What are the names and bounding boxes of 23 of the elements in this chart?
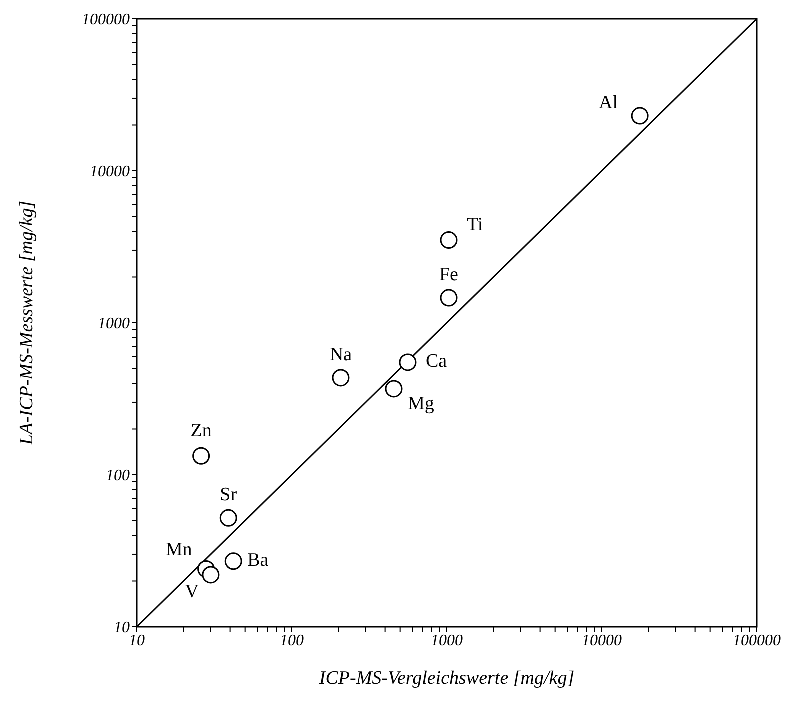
x-tick-label: 100: [280, 632, 304, 650]
y-tick-label: 1000: [98, 316, 130, 333]
annotation: Fe: [439, 264, 458, 286]
x-tick-label: 10: [129, 632, 145, 650]
x-tick-label: 10000: [582, 632, 622, 650]
x-tick-label: 1000: [431, 632, 463, 650]
annotation: Ba: [248, 550, 270, 571]
annotation: Mn: [166, 540, 193, 561]
annotation: Ti: [466, 214, 484, 236]
annotation: Ca: [426, 350, 448, 372]
annotation: V: [185, 581, 200, 602]
y-tick-label: 100: [106, 468, 130, 485]
y-axis-title: LA-ICP-MS-Messwerte [mg/kg]: [16, 200, 38, 446]
x-axis-title: ICP-MS-Vergleichswerte [mg/kg]: [318, 668, 575, 689]
annotation: Al: [599, 92, 618, 114]
x-tick-label: 100000: [733, 632, 781, 650]
y-tick-label: 100000: [82, 12, 130, 29]
y-tick-label: 10000: [90, 164, 130, 181]
y-tick-label: 10: [114, 620, 130, 637]
annotation: Zn: [190, 420, 212, 442]
annotation: Na: [330, 344, 353, 366]
annotation: Mg: [408, 393, 435, 414]
annotation: Sr: [220, 484, 238, 506]
